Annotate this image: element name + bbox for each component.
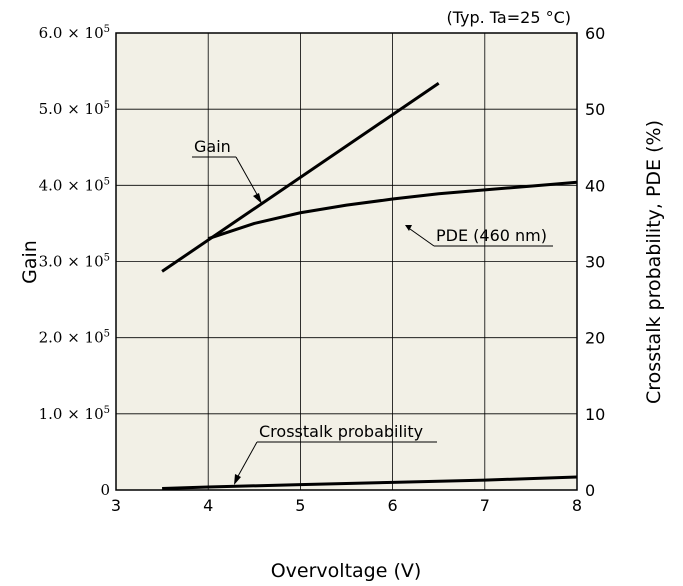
y-right-axis-title: Crosstalk probability, PDE (%) [643,120,665,404]
x-tick-label: 3 [111,496,121,515]
plot-frame [115,32,578,491]
x-tick-label: 5 [295,496,305,515]
gain-line [161,82,440,273]
pde-leader-arrow [405,225,412,231]
y-left-tick-label: 2.0 × 105 [39,329,110,347]
pde-series-label: PDE (460 nm) [436,226,547,245]
series-lines [161,82,578,490]
crosstalk-line [162,475,578,490]
grid-lines [116,33,577,490]
pde-leader-line [409,228,435,247]
y-left-tick-label: 3.0 × 105 [39,253,110,271]
y-left-tick-label: 1.0 × 105 [39,405,110,423]
crosstalk-leader-arrow [234,474,241,485]
y-left-axis-title: Gain [19,240,41,284]
y-left-tick-label: 0 [100,481,110,499]
y-right-tick-label: 20 [585,329,605,348]
y-right-tick-label: 60 [585,24,605,43]
y-right-tick-label: 30 [585,253,605,272]
condition-note: (Typ. Ta=25 °C) [446,8,571,27]
x-tick-label: 8 [572,496,582,515]
pde-line [207,180,578,241]
x-tick-label: 7 [480,496,490,515]
y-left-tick-label: 4.0 × 105 [39,176,110,194]
crosstalk-series-label: Crosstalk probability [259,422,423,441]
x-tick-label: 6 [388,496,398,515]
y-right-tick-label: 50 [585,100,605,119]
y-right-tick-label: 40 [585,176,605,195]
crosstalk-leader-line [236,441,258,479]
x-tick-label: 4 [203,496,213,515]
y-right-tick-label: 10 [585,405,605,424]
gain-leader-line [235,156,260,199]
x-axis-title: Overvoltage (V) [271,560,422,582]
gain-leader-arrow [253,193,262,204]
y-left-tick-label: 5.0 × 105 [39,100,110,118]
series-labels: Gain PDE (460 nm) Crosstalk probability [192,137,553,485]
y-right-tick-label: 0 [585,481,595,500]
gain-series-label: Gain [194,137,231,156]
y-left-tick-label: 6.0 × 105 [39,24,110,42]
